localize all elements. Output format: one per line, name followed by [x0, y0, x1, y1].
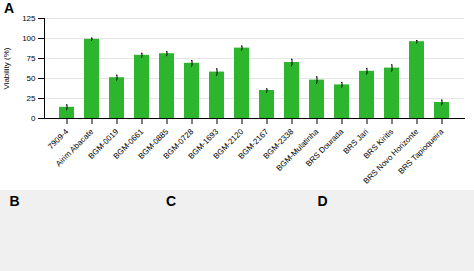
html-text:D: D [317, 193, 328, 209]
svg-text:25: 25 [27, 94, 36, 103]
svg-text:BRS Dourada: BRS Dourada [304, 127, 346, 169]
svg-text:BGM-2167: BGM-2167 [236, 127, 271, 161]
svg-text:BGM-1693: BGM-1693 [186, 127, 221, 161]
html-text:B: B [9, 193, 20, 209]
svg-text:BRS Novo Horizonte: BRS Novo Horizonte [361, 127, 421, 186]
svg-text:Viability (%): Viability (%) [2, 47, 11, 89]
svg-text:0: 0 [31, 114, 36, 123]
svg-text:BGM-0661: BGM-0661 [111, 127, 146, 161]
svg-text:Airim Abacate: Airim Abacate [54, 127, 96, 169]
svg-text:BGM-0728: BGM-0728 [161, 127, 196, 161]
html-text:A: A [4, 0, 15, 16]
svg-text:50: 50 [27, 74, 36, 83]
svg-text:BGM-2338: BGM-2338 [261, 127, 296, 161]
svg-text:BGM-0019: BGM-0019 [86, 127, 121, 161]
svg-text:BGM-Mulatinha: BGM-Mulatinha [275, 127, 321, 173]
svg-text:BRS Jari: BRS Jari [341, 127, 371, 156]
svg-text:BRS Kiritis: BRS Kiritis [361, 127, 396, 161]
svg-text:125: 125 [22, 14, 36, 23]
svg-text:BGM-0885: BGM-0885 [136, 127, 171, 161]
svg-text:7909-4: 7909-4 [46, 127, 70, 151]
svg-text:100: 100 [22, 34, 36, 43]
svg-text:BGM-2120: BGM-2120 [211, 127, 246, 161]
svg-text:75: 75 [27, 54, 36, 63]
html-text:C: C [165, 193, 176, 209]
svg-text:BRS Tapioqueira: BRS Tapioqueira [397, 127, 446, 176]
